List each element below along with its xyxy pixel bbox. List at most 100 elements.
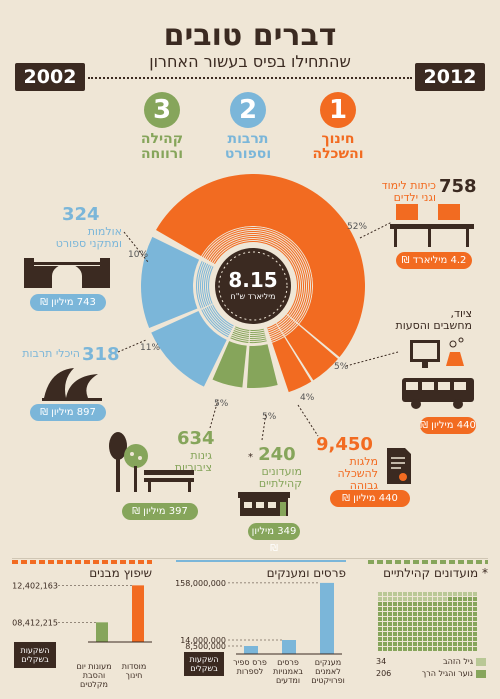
club-square	[398, 592, 402, 596]
club-square	[463, 642, 467, 646]
club-square	[473, 592, 477, 596]
club-square	[433, 607, 437, 611]
club-square	[423, 607, 427, 611]
center-disc	[215, 248, 291, 324]
percent-label-5-clubs: 5%	[262, 412, 277, 422]
percent-label-11: 11%	[140, 343, 161, 353]
prizes-category-2: פרס ספיר לספרות	[233, 658, 267, 676]
club-square	[438, 602, 442, 606]
club-square	[388, 612, 392, 616]
club-square	[468, 637, 472, 641]
club-square	[473, 597, 477, 601]
club-square	[418, 597, 422, 601]
culture-label: היכלי תרבות	[22, 347, 80, 360]
prizes-category-0: מענקים לאמנים ופרויקטים	[311, 658, 345, 685]
ring-stripe-green-0	[234, 326, 264, 331]
club-square	[403, 612, 407, 616]
prizes-category-1: פרסים באמנויות ומדעים	[272, 658, 303, 685]
club-square	[443, 607, 447, 611]
club-square	[403, 597, 407, 601]
club-square	[383, 622, 387, 626]
club-square	[448, 612, 452, 616]
club-square	[393, 597, 397, 601]
club-square	[428, 607, 432, 611]
club-square	[428, 612, 432, 616]
club-square	[393, 592, 397, 596]
culture-amount-badge: 897 מיליון ₪	[30, 404, 106, 421]
club-square	[463, 632, 467, 636]
prizes-bar-0	[320, 582, 334, 654]
club-square	[463, 637, 467, 641]
club-square	[418, 612, 422, 616]
club-square	[378, 637, 382, 641]
scholarships-amount-badge: 440 מיליון ₪	[330, 490, 410, 507]
ring-segment-gardens	[211, 340, 247, 388]
club-square	[383, 597, 387, 601]
club-square	[393, 647, 397, 651]
club-square	[438, 617, 442, 621]
club-square	[448, 622, 452, 626]
club-square	[398, 602, 402, 606]
club-square	[418, 642, 422, 646]
club-square	[438, 597, 442, 601]
club-square	[428, 602, 432, 606]
club-square	[428, 622, 432, 626]
club-square	[413, 637, 417, 641]
club-square	[378, 627, 382, 631]
prizes-panel-title: פרסים ומענקים	[266, 566, 346, 580]
club-square	[433, 622, 437, 626]
club-square	[428, 637, 432, 641]
club-square	[418, 647, 422, 651]
club-square	[458, 617, 462, 621]
club-square	[408, 592, 412, 596]
club-square	[443, 617, 447, 621]
club-square	[458, 597, 462, 601]
club-square	[448, 627, 452, 631]
renovation-panel-title: שיפוץ מבנים	[89, 566, 152, 580]
club-square	[418, 627, 422, 631]
classrooms-label: כיתות לימוד וגני ילדים	[366, 180, 436, 204]
club-square	[448, 647, 452, 651]
clubs-amount-badge: 349 מיליון ₪	[248, 523, 300, 554]
club-square	[433, 647, 437, 651]
club-square	[413, 617, 417, 621]
renovation-category-0: מוסדות חינוך	[121, 662, 147, 680]
club-square	[413, 597, 417, 601]
ring-stripe-green-3	[232, 331, 266, 337]
club-square	[463, 597, 467, 601]
club-square	[398, 597, 402, 601]
club-square	[468, 622, 472, 626]
club-square	[413, 612, 417, 616]
club-square	[388, 647, 392, 651]
club-square	[468, 627, 472, 631]
halls-label: אולמות ומתקני ספורט	[44, 226, 122, 250]
club-square	[473, 617, 477, 621]
club-square	[438, 627, 442, 631]
legend-golden-age-label: גיל הזהב	[442, 657, 473, 666]
scholarships-label-line2: להשכלה	[337, 467, 379, 480]
club-square	[423, 627, 427, 631]
percent-label-10: 10%	[128, 250, 149, 260]
scholarships-label-line1: מלגות	[349, 455, 378, 468]
club-square	[453, 647, 457, 651]
club-square	[388, 592, 392, 596]
club-square	[408, 597, 412, 601]
club-square	[383, 647, 387, 651]
ring-segment-classrooms	[156, 174, 365, 358]
prizes-unit-badge: השקעות בשקלים	[184, 652, 224, 676]
club-square	[438, 632, 442, 636]
ring-separator-4	[205, 326, 236, 391]
club-square	[453, 602, 457, 606]
clubs-panel-star: *	[482, 566, 488, 580]
center-disc-dots	[218, 251, 288, 321]
renovation-category-1: מעונות יום והסבת מקלטים	[76, 662, 112, 689]
club-square	[393, 627, 397, 631]
club-square	[443, 592, 447, 596]
ring-stripe-blue-4	[200, 262, 231, 334]
club-square	[448, 607, 452, 611]
category-number: 3	[144, 92, 180, 128]
clubs-label-line1: מועדונים	[261, 465, 302, 478]
category-label-line2: וספורט	[224, 146, 272, 162]
